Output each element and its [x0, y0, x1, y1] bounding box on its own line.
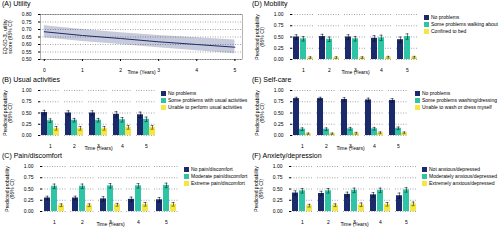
svg-text:0.25: 0.25 [24, 197, 34, 203]
html-text:Some problems walking about: Some problems walking about [431, 21, 498, 27]
html-text:Extremely anxious/depressed: Extremely anxious/depressed [429, 180, 495, 186]
svg-text:1.00: 1.00 [274, 87, 284, 93]
svg-text:Predicted probability(95% CI): Predicted probability(95% CI) [253, 166, 264, 212]
svg-text:Time (Years): Time (Years) [127, 69, 156, 75]
svg-text:0.00: 0.00 [22, 132, 32, 138]
html-text:Some problems with usual activ: Some problems with usual activities [168, 97, 248, 103]
svg-text:1.00: 1.00 [22, 87, 32, 93]
svg-text:0.75: 0.75 [22, 98, 32, 104]
svg-text:3: 3 [157, 67, 160, 73]
svg-text:5: 5 [405, 219, 408, 225]
html-text:(D) Mobility: (D) Mobility [252, 0, 288, 7]
svg-text:2: 2 [327, 219, 330, 225]
html-text:(B) Usual activities: (B) Usual activities [2, 76, 60, 83]
svg-text:0.60: 0.60 [22, 41, 32, 47]
svg-text:Predicted probability(95% CI): Predicted probability(95% CI) [254, 14, 265, 60]
svg-text:2: 2 [325, 143, 328, 149]
svg-text:0.00: 0.00 [24, 208, 34, 214]
svg-text:5: 5 [397, 143, 400, 149]
html-text:(C) Pain/discomfort: (C) Pain/discomfort [2, 152, 62, 159]
svg-text:1: 1 [301, 219, 304, 225]
svg-text:2: 2 [73, 143, 76, 149]
svg-text:5: 5 [233, 67, 236, 73]
html-text:Moderately anxious/depressed: Moderately anxious/depressed [429, 173, 498, 179]
svg-text:0.50: 0.50 [274, 110, 284, 116]
svg-text:0.25: 0.25 [274, 45, 284, 51]
svg-text:0.25: 0.25 [273, 197, 283, 203]
html-text:No pain/discomfort: No pain/discomfort [191, 166, 233, 172]
html-text:(F) Anxiety/depression: (F) Anxiety/depression [252, 152, 322, 159]
svg-text:Time (Years): Time (Years) [84, 145, 113, 151]
svg-text:5: 5 [406, 67, 409, 73]
svg-text:0.55: 0.55 [22, 49, 32, 55]
svg-text:0: 0 [43, 67, 46, 73]
svg-text:4: 4 [121, 143, 124, 149]
svg-text:4: 4 [379, 219, 382, 225]
html-text:No problems: No problems [431, 14, 460, 20]
html-text:Unable to perform usual activi: Unable to perform usual activities [168, 104, 242, 110]
svg-text:0.00: 0.00 [273, 208, 283, 214]
svg-text:2: 2 [328, 67, 331, 73]
svg-text:2: 2 [81, 219, 84, 225]
html-text:Not anxious/depressed: Not anxious/depressed [429, 166, 481, 172]
html-text:No problems: No problems [168, 90, 197, 96]
svg-text:0.50: 0.50 [273, 186, 283, 192]
svg-text:Time (Years): Time (Years) [340, 221, 369, 227]
html-text:(A) Utility: (A) Utility [2, 0, 31, 7]
html-text:Some problems washing/dressing: Some problems washing/dressing [422, 97, 497, 103]
svg-text:1.00: 1.00 [273, 163, 283, 169]
svg-text:0.75: 0.75 [274, 22, 284, 28]
svg-text:Predicted probability(95% CI): Predicted probability(95% CI) [254, 90, 265, 136]
svg-text:0.50: 0.50 [22, 110, 32, 116]
html-text:Extreme pain/discomfort: Extreme pain/discomfort [191, 180, 245, 186]
svg-text:1: 1 [301, 143, 304, 149]
svg-text:1: 1 [302, 67, 305, 73]
svg-text:0.75: 0.75 [22, 19, 32, 25]
svg-text:0.65: 0.65 [22, 34, 32, 40]
svg-text:0.00: 0.00 [274, 132, 284, 138]
svg-text:Time (Years): Time (Years) [336, 145, 365, 151]
svg-text:5: 5 [145, 143, 148, 149]
svg-text:EQ-5D-3L utilityscore (95% CI): EQ-5D-3L utilityscore (95% CI) [2, 19, 13, 55]
svg-text:1.00: 1.00 [24, 163, 34, 169]
svg-text:1: 1 [49, 143, 52, 149]
svg-text:0.25: 0.25 [274, 121, 284, 127]
svg-text:0.50: 0.50 [22, 56, 32, 62]
svg-text:1: 1 [53, 219, 56, 225]
svg-text:1: 1 [81, 67, 84, 73]
svg-text:0.70: 0.70 [22, 26, 32, 32]
svg-text:0.25: 0.25 [22, 121, 32, 127]
svg-text:0.75: 0.75 [24, 174, 34, 180]
svg-text:0.50: 0.50 [274, 34, 284, 40]
html-text:(E) Self-care: (E) Self-care [252, 76, 292, 83]
svg-text:0.75: 0.75 [273, 174, 283, 180]
html-text:Confined to bed: Confined to bed [431, 28, 467, 34]
svg-text:0.75: 0.75 [274, 98, 284, 104]
svg-text:4: 4 [137, 219, 140, 225]
svg-text:1.00: 1.00 [274, 11, 284, 17]
html-text:Unable to wash or dress myself: Unable to wash or dress myself [422, 104, 492, 110]
svg-text:0.00: 0.00 [274, 56, 284, 62]
svg-text:0.80: 0.80 [22, 11, 32, 17]
svg-text:4: 4 [380, 67, 383, 73]
svg-text:Time (Years): Time (Years) [341, 69, 370, 75]
svg-text:4: 4 [373, 143, 376, 149]
html-text:Moderate pain/discomfort: Moderate pain/discomfort [191, 173, 248, 179]
svg-text:2: 2 [119, 67, 122, 73]
svg-text:Predicted probability(95% CI): Predicted probability(95% CI) [4, 166, 15, 212]
html-text:No problems: No problems [422, 90, 451, 96]
svg-text:0.50: 0.50 [24, 186, 34, 192]
svg-text:5: 5 [165, 219, 168, 225]
svg-text:Time (Years): Time (Years) [96, 221, 125, 227]
svg-text:Predicted probability(95% CI): Predicted probability(95% CI) [2, 90, 13, 136]
svg-text:4: 4 [195, 67, 198, 73]
